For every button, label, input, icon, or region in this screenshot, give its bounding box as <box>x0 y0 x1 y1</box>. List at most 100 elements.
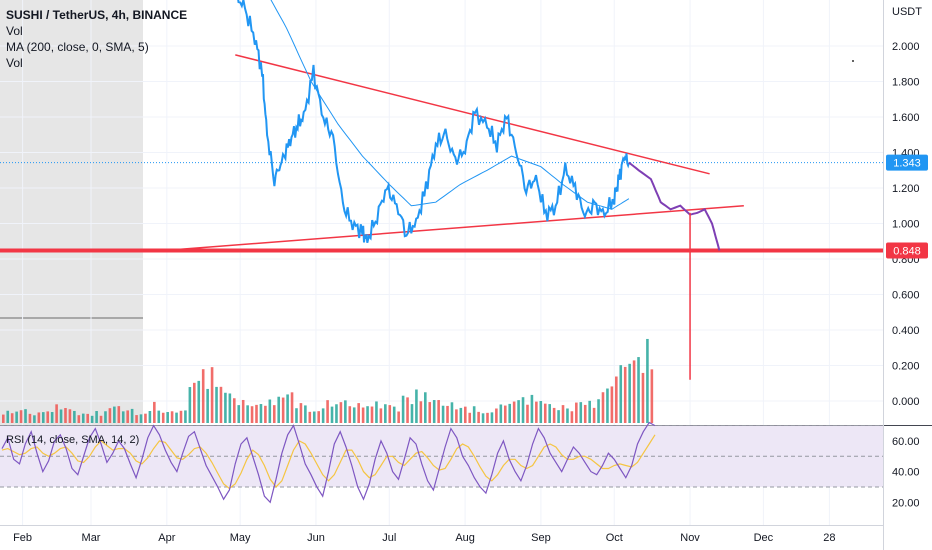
svg-text:0.848: 0.848 <box>893 245 921 257</box>
moving-average-line <box>270 0 630 210</box>
volume-bar <box>126 410 129 423</box>
volume-bar <box>490 412 494 423</box>
volume-bar <box>508 403 512 423</box>
horizontal-grid <box>0 45 883 402</box>
time-tick-label: May <box>230 532 251 544</box>
volume-bar <box>193 382 196 423</box>
time-tick-label: Apr <box>158 532 175 544</box>
price-tick-label: 1.600 <box>892 112 920 124</box>
volume-bar <box>561 405 565 423</box>
price-tick-label: 1.000 <box>892 219 920 231</box>
rsi-axis-ticks[interactable]: 60.00 40.00 20.00 <box>892 436 920 509</box>
volume-bar <box>237 405 241 423</box>
volume-bar <box>392 406 396 423</box>
volume-bar <box>295 408 298 423</box>
volume-bar <box>597 399 600 423</box>
volume-bar <box>264 405 267 423</box>
volume-bar <box>290 392 294 423</box>
volume-bar <box>548 404 551 423</box>
time-tick-label: Jul <box>382 532 396 544</box>
volume-bar <box>201 369 205 423</box>
volume-bar <box>10 413 14 423</box>
volume-bar <box>650 369 654 423</box>
volume-bar <box>175 412 178 423</box>
volume-bar <box>184 410 187 423</box>
volume-bar <box>579 402 583 423</box>
time-axis-ticks[interactable]: Feb Mar Apr May Jun Jul Aug Sep Oct Nov Dec 28 <box>13 532 835 544</box>
volume-bar <box>272 405 276 423</box>
volume-bar <box>375 401 378 423</box>
volume-bar <box>330 406 334 423</box>
price-tick-label: 0.600 <box>892 290 920 302</box>
volume-bar <box>468 412 472 423</box>
legend-rsi[interactable]: RSI (14, close, SMA, 14, 2) <box>6 434 140 446</box>
volume-bar <box>148 411 152 423</box>
volume-bar <box>139 414 143 423</box>
volume-bar <box>321 408 325 423</box>
volume-bar <box>379 408 383 423</box>
time-tick-label: Oct <box>606 532 623 544</box>
volume-bar <box>352 407 356 423</box>
volume-bar <box>424 392 427 423</box>
volume-bar <box>15 411 18 423</box>
volume-bar <box>188 387 192 423</box>
volume-bar <box>632 360 636 423</box>
volume-bar <box>406 397 409 423</box>
volume-bar <box>455 409 458 423</box>
volume-bar <box>419 401 423 423</box>
volume-bar <box>286 394 289 423</box>
volume-bar <box>228 393 232 423</box>
rsi-tick-label: 60.00 <box>892 436 920 448</box>
volume-bar <box>388 405 392 423</box>
volume-bars <box>2 338 654 423</box>
volume-bar <box>512 401 516 423</box>
volume-bar <box>277 396 281 423</box>
legend-volume[interactable]: Vol <box>6 24 23 38</box>
volume-bar <box>241 399 245 423</box>
volume-bar <box>397 411 400 423</box>
volume-bar <box>166 412 169 423</box>
volume-bar <box>161 412 165 423</box>
volume-bar <box>583 404 587 423</box>
volume-bar <box>37 412 41 423</box>
volume-bar <box>646 338 649 423</box>
volume-bar <box>28 413 32 423</box>
volume-bar <box>557 410 560 423</box>
time-tick-label: Feb <box>13 532 32 544</box>
volume-bar <box>437 400 440 423</box>
volume-bar <box>326 400 329 423</box>
volume-bar <box>268 399 272 423</box>
volume-bar <box>281 397 285 423</box>
volume-bar <box>530 394 534 423</box>
volume-bar <box>99 415 103 423</box>
volume-bar <box>24 409 27 423</box>
volume-bar <box>446 405 449 423</box>
price-axis-ticks[interactable]: 2.0001.8001.6001.4001.2001.0000.8000.600… <box>892 41 920 408</box>
volume-bar <box>55 404 58 423</box>
price-tick-label: 0.000 <box>892 396 920 408</box>
volume-bar <box>59 409 63 423</box>
volume-bar <box>304 405 307 423</box>
price-tick-label: 0.200 <box>892 361 920 373</box>
volume-bar <box>415 389 418 423</box>
volume-bar <box>517 400 520 423</box>
volume-bar <box>179 410 183 423</box>
volume-bar <box>463 406 467 423</box>
volume-bar <box>370 406 374 423</box>
volume-bar <box>90 415 94 423</box>
volume-bar <box>50 412 54 423</box>
price-layer <box>0 0 883 380</box>
volume-bar <box>2 414 5 423</box>
volume-bar <box>570 411 574 423</box>
volume-bar <box>104 411 107 423</box>
legend-symbol[interactable]: SUSHI / TetherUS, 4h, BINANCE <box>6 8 188 22</box>
volume-bar <box>206 388 209 423</box>
volume-bar <box>432 400 436 423</box>
volume-bar <box>46 411 50 423</box>
volume-bar <box>68 409 72 423</box>
legend-moving-average[interactable]: MA (200, close, 0, SMA, 5) <box>6 40 149 54</box>
volume-bar <box>401 395 405 423</box>
legend-volume-2[interactable]: Vol <box>6 56 23 70</box>
volume-bar <box>641 372 645 423</box>
